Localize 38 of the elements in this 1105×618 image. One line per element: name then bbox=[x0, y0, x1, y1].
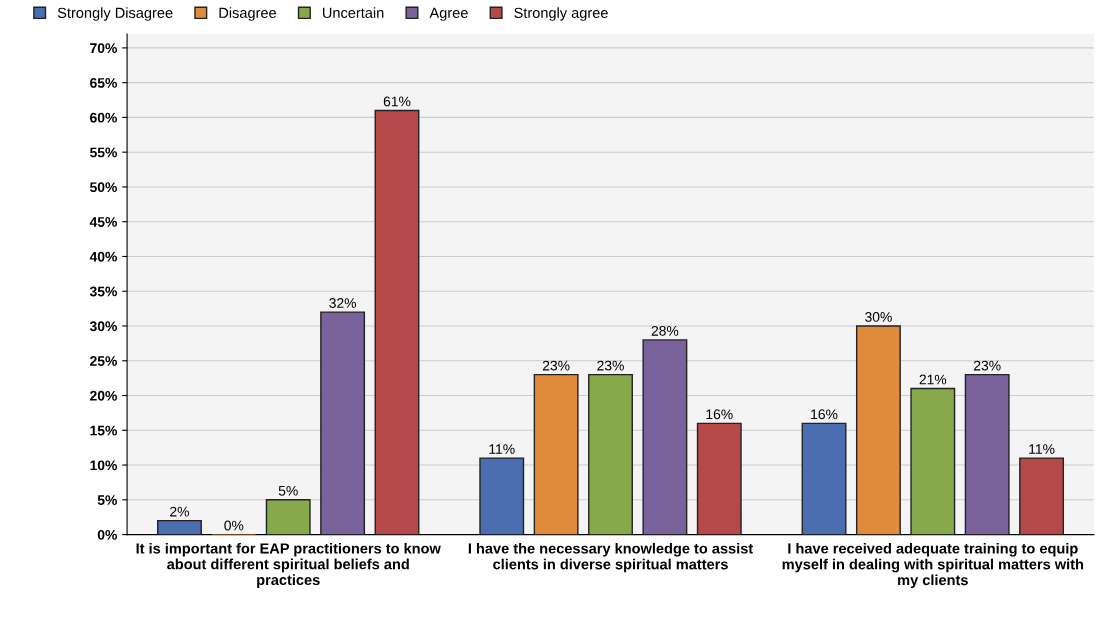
data-label: 28% bbox=[651, 325, 679, 336]
legend-label: Agree bbox=[429, 7, 468, 21]
y-tick-label: 60% bbox=[90, 112, 117, 123]
y-tick-label: 35% bbox=[89, 286, 117, 297]
data-label: 23% bbox=[597, 360, 624, 371]
data-label: 16% bbox=[811, 409, 838, 420]
data-label: 30% bbox=[865, 312, 892, 322]
data-label: 16% bbox=[706, 409, 733, 420]
data-label: 32% bbox=[329, 298, 357, 308]
data-label: 11% bbox=[489, 444, 515, 454]
data-label: 23% bbox=[973, 360, 1001, 371]
data-label: 23% bbox=[542, 360, 570, 371]
data-label: 0% bbox=[224, 520, 244, 531]
y-tick-label: 25% bbox=[90, 356, 117, 366]
data-label: 2% bbox=[170, 506, 189, 517]
y-tick-label: 5% bbox=[97, 495, 117, 505]
y-tick-label: 0% bbox=[97, 529, 117, 540]
y-tick-label: 10% bbox=[90, 460, 117, 471]
y-tick-label: 30% bbox=[89, 321, 117, 332]
y-tick-label: 55% bbox=[89, 147, 117, 158]
data-label: 5% bbox=[278, 485, 298, 496]
data-label: 11% bbox=[1029, 444, 1055, 454]
legend-label: Strongly Disagree bbox=[57, 7, 173, 21]
x-tick-label: It is important for EAP practitioners to know about different spiritual beliefs and practices bbox=[136, 542, 441, 588]
x-tick-label: I have received adequate training to equip myself in dealing with spiritual matters with my clients bbox=[782, 542, 1084, 589]
y-tick-label: 20% bbox=[90, 390, 117, 401]
y-tick-label: 15% bbox=[90, 425, 117, 436]
y-tick-label: 50% bbox=[89, 182, 117, 193]
y-tick-label: 40% bbox=[89, 251, 117, 262]
x-tick-label: I have the necessary knowledge to assist clients in diverse spiritual matters bbox=[468, 542, 753, 573]
legend-label: Strongly agree bbox=[514, 7, 608, 21]
legend-label: Disagree bbox=[219, 7, 276, 21]
y-tick-label: 70% bbox=[90, 43, 117, 54]
data-label: 21% bbox=[919, 374, 947, 385]
data-label: 61% bbox=[383, 96, 411, 107]
legend-label: Uncertain bbox=[322, 7, 384, 18]
y-tick-label: 65% bbox=[90, 77, 117, 88]
y-tick-label: 45% bbox=[89, 217, 117, 227]
